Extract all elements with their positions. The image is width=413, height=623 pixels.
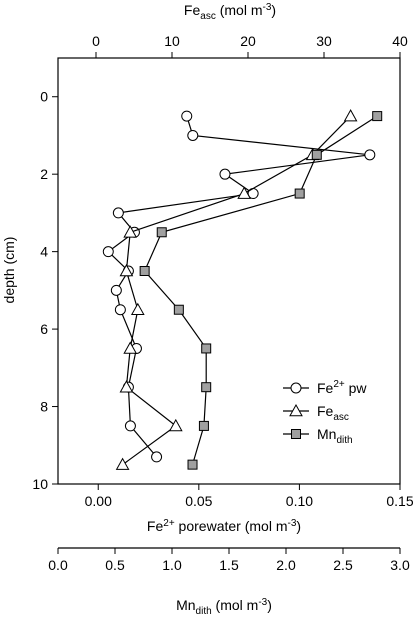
series-line-mn-dith xyxy=(143,115,378,465)
mn-x-tick-label: 1.5 xyxy=(219,557,239,573)
mn-x-tick-label: 2.0 xyxy=(276,557,296,573)
y-axis-label: depth (cm) xyxy=(1,237,17,304)
mn-x-tick-label: 2.5 xyxy=(333,557,353,573)
data-point-fe2-pw xyxy=(102,246,114,258)
data-point-mn-dith xyxy=(187,459,198,470)
series-layer xyxy=(102,109,383,470)
data-point-fe2-pw xyxy=(110,284,122,296)
top-axis-label-end: ) xyxy=(271,2,276,18)
bottom-axis-label-sup: 2+ xyxy=(163,518,175,529)
data-point-mn-dith xyxy=(372,111,383,122)
series-line-fe-asc xyxy=(122,115,352,466)
top-x-tick-label: 0 xyxy=(92,33,100,49)
legend-label-sub: dith xyxy=(336,435,352,446)
legend-label-mn-dith: Mndith xyxy=(317,426,353,446)
legend-marker-fe-asc xyxy=(289,403,303,417)
data-point-mn-dith xyxy=(156,227,167,238)
data-point-fe-asc xyxy=(123,225,138,238)
top-x-tick-label: 20 xyxy=(240,33,256,49)
data-point-fe-asc xyxy=(237,186,252,199)
mn-axis-label-rest: (mol m xyxy=(212,597,259,613)
top-axis-label-main: Fe xyxy=(184,2,201,18)
data-point-fe-asc xyxy=(119,263,134,277)
mn-axis-label-main: Mn xyxy=(176,597,195,613)
y-tick-label: 2 xyxy=(40,166,48,182)
series-fe-asc xyxy=(115,109,358,470)
data-point-fe2-pw xyxy=(219,168,231,180)
data-point-fe-asc xyxy=(119,380,134,393)
legend-marker-mn-dith xyxy=(291,429,301,439)
legend-label-fe-asc: Feasc xyxy=(317,403,349,423)
data-point-fe2-pw xyxy=(124,420,136,432)
y-tick-label: 6 xyxy=(40,321,48,337)
bottom-axis-label-rest: porewater (mol m xyxy=(175,518,288,534)
top-axis-label-sub: asc xyxy=(200,11,216,22)
data-point-fe-asc xyxy=(343,109,358,122)
y-tick-label: 0 xyxy=(40,89,48,105)
legend-label-main: Fe xyxy=(317,380,334,396)
data-point-fe2-pw xyxy=(114,304,126,316)
mn-axis-label-end: ) xyxy=(267,597,272,613)
data-point-fe2-pw xyxy=(187,129,199,141)
ticks-layer: 0 2 4 6 8 10 0.00 0.05 0.10 0.15 0 10 20 30 40 0.0 0.5 1.… xyxy=(32,33,413,573)
legend-marker-fe2-pw xyxy=(290,382,302,394)
bottom-axis-label-exp: -3 xyxy=(287,518,296,529)
data-point-fe-asc xyxy=(123,341,138,354)
legend-label-main: Mn xyxy=(317,426,336,442)
data-point-mn-dith xyxy=(311,149,322,160)
legend-label-rest: pw xyxy=(345,380,368,396)
bottom-x-tick-label: 0.00 xyxy=(85,493,112,509)
bottom-axis-label: Fe2+ porewater (mol m-3) xyxy=(147,518,301,534)
mn-axis-label-exp: -3 xyxy=(258,597,267,608)
series-fe2-pw xyxy=(102,110,376,463)
data-point-fe2-pw xyxy=(151,451,163,463)
data-point-fe-asc xyxy=(115,457,130,470)
y-tick-label: 10 xyxy=(32,476,48,492)
bottom-axis-label-end: ) xyxy=(296,518,301,534)
data-point-fe2-pw xyxy=(112,207,124,219)
plot-frame xyxy=(57,57,401,549)
bottom-axis-label-main: Fe xyxy=(147,518,164,534)
bottom-x-tick-label: 0.15 xyxy=(386,493,413,509)
legend-label-sub: asc xyxy=(333,412,349,423)
data-point-mn-dith xyxy=(173,304,184,315)
data-point-mn-dith xyxy=(198,420,209,431)
mn-axis-label: Mndith (mol m-3) xyxy=(176,597,272,617)
data-point-mn-dith xyxy=(201,343,212,354)
data-point-mn-dith xyxy=(294,188,305,199)
data-point-mn-dith xyxy=(139,266,150,276)
mn-x-tick-label: 1.0 xyxy=(162,557,182,573)
mn-axis-label-sub: dith xyxy=(196,606,212,617)
y-tick-label: 4 xyxy=(40,244,48,260)
data-point-fe2-pw xyxy=(181,110,193,122)
top-x-tick-label: 40 xyxy=(392,33,408,49)
mn-x-tick-label: 0.0 xyxy=(48,557,68,573)
data-point-mn-dith xyxy=(201,382,212,393)
data-point-fe-asc xyxy=(130,302,145,316)
data-point-fe2-pw xyxy=(364,149,376,161)
bottom-x-tick-label: 0.05 xyxy=(185,493,212,509)
top-x-tick-label: 10 xyxy=(164,33,180,49)
legend-label-main: Fe xyxy=(317,403,334,419)
bottom-x-tick-label: 0.10 xyxy=(286,493,313,509)
plot-area-frame xyxy=(57,57,401,485)
top-axis-label-exp: -3 xyxy=(263,2,272,13)
legend-label-sup: 2+ xyxy=(333,379,345,390)
series-mn-dith xyxy=(139,111,383,470)
mn-x-tick-label: 3.0 xyxy=(390,557,410,573)
mn-x-tick-label: 0.5 xyxy=(105,557,125,573)
data-point-fe-asc xyxy=(168,418,183,432)
top-axis-label-rest: (mol m xyxy=(216,2,263,18)
top-axis-label: Feasc (mol m-3) xyxy=(184,2,276,22)
top-x-tick-label: 30 xyxy=(316,33,332,49)
y-tick-label: 8 xyxy=(40,399,48,415)
legend-label-fe2-pw: Fe2+ pw xyxy=(317,379,367,396)
